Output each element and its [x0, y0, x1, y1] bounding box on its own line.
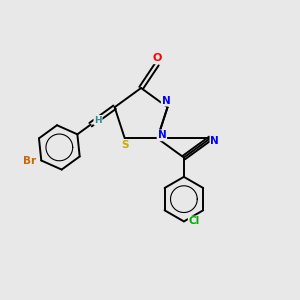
Text: O: O — [152, 53, 162, 63]
Text: N: N — [158, 130, 166, 140]
Text: Cl: Cl — [189, 216, 200, 226]
Text: H: H — [94, 116, 102, 125]
Text: N: N — [210, 136, 219, 146]
Text: N: N — [162, 96, 170, 106]
Text: S: S — [121, 140, 128, 150]
Text: Br: Br — [23, 155, 37, 166]
